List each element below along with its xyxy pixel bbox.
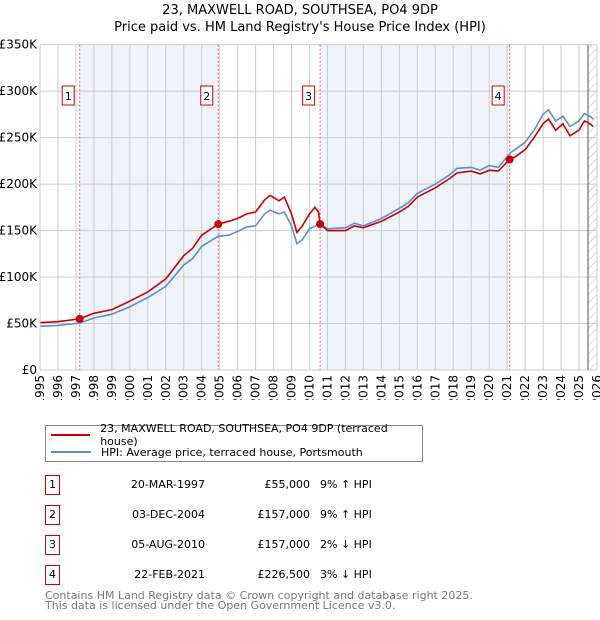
legend-swatch-property: [51, 434, 91, 436]
x-tick-label: 2013: [356, 375, 370, 400]
y-tick-label: £100K: [0, 270, 38, 284]
sale-label-box: [302, 85, 316, 106]
x-tick-label: 2023: [536, 375, 550, 400]
sale-number-badge: 1: [45, 475, 60, 495]
table-row: 1 20-MAR-1997 £55,000 9% ↑ HPI: [45, 475, 465, 495]
sale-number-badge: 2: [45, 505, 60, 525]
x-tick-label: 2008: [267, 375, 281, 400]
sale-date: 05-AUG-2010: [131, 538, 205, 551]
sale-label: 3: [305, 90, 312, 103]
sale-number-badge: 3: [45, 535, 60, 555]
sale-period-band: [79, 44, 219, 370]
sale-price: £157,000: [257, 538, 311, 551]
x-tick-label: 2019: [464, 375, 478, 400]
sale-price: £55,000: [264, 478, 311, 491]
x-tick-label: 2010: [303, 375, 317, 400]
table-row: 3 05-AUG-2010 £157,000 2% ↓ HPI: [45, 535, 465, 555]
x-tick-label: 2000: [123, 375, 137, 400]
x-tick-label: 2005: [213, 375, 227, 400]
x-tick-label: 2011: [320, 375, 334, 400]
x-tick-label: 2007: [249, 375, 263, 400]
table-row: 4 22-FEB-2021 £226,500 3% ↓ HPI: [45, 565, 465, 585]
forecast-hatch: [588, 44, 597, 370]
y-tick-label: £200K: [0, 177, 38, 191]
chart-subtitle: Price paid vs. HM Land Registry's House …: [114, 20, 486, 35]
legend-swatch-hpi: [51, 451, 91, 453]
y-tick-label: £150K: [0, 224, 38, 238]
x-tick-label: 2022: [518, 375, 532, 400]
legend: 23, MAXWELL ROAD, SOUTHSEA, PO4 9DP (ter…: [45, 422, 423, 462]
sale-point: [214, 220, 223, 229]
sale-label-box: [491, 85, 505, 106]
footer-licence: This data is licensed under the Open Gov…: [45, 599, 396, 612]
x-tick-label: 2021: [500, 375, 514, 400]
x-tick-label: 2006: [231, 375, 245, 400]
x-tick-label: 1999: [105, 375, 119, 400]
table-row: 2 03-DEC-2004 £157,000 9% ↑ HPI: [45, 505, 465, 525]
x-tick-label: 1998: [87, 375, 101, 400]
x-tick-label: 2017: [428, 375, 442, 400]
sale-date: 20-MAR-1997: [130, 478, 205, 491]
sale-label: 4: [495, 90, 502, 103]
x-tick-label: 2012: [338, 375, 352, 400]
x-tick-label: 2020: [482, 375, 496, 400]
x-tick-label: 2004: [195, 375, 209, 400]
legend-item-property: 23, MAXWELL ROAD, SOUTHSEA, PO4 9DP (ter…: [51, 422, 422, 448]
sale-date: 22-FEB-2021: [134, 568, 205, 581]
legend-label: 23, MAXWELL ROAD, SOUTHSEA, PO4 9DP (ter…: [100, 422, 388, 448]
x-tick-label: 1996: [51, 375, 65, 400]
footer-copyright: Contains HM Land Registry data © Crown c…: [45, 589, 473, 602]
hpi-diff: 9% ↑ HPI: [320, 508, 372, 521]
y-tick-label: £350K: [0, 38, 38, 52]
hpi-diff: 3% ↓ HPI: [320, 568, 372, 581]
y-tick-label: £0: [22, 363, 37, 377]
x-tick-label: 2016: [410, 375, 424, 400]
x-tick-label: 2025: [572, 375, 586, 400]
chart-title: 23, MAXWELL ROAD, SOUTHSEA, PO4 9DP: [162, 3, 438, 18]
sale-date: 03-DEC-2004: [131, 508, 205, 521]
sale-label: 2: [203, 90, 210, 103]
x-tick-label: 2018: [446, 375, 460, 400]
sale-label: 1: [65, 90, 72, 103]
x-tick-label: 2003: [177, 375, 191, 400]
legend-item-hpi: HPI: Average price, terraced house, Port…: [51, 444, 363, 460]
x-tick-label: 2024: [554, 375, 568, 400]
x-tick-label: 1995: [33, 375, 47, 400]
x-tick-label: 1997: [69, 375, 83, 400]
sale-price: £157,000: [257, 508, 311, 521]
x-tick-label: 2002: [159, 375, 173, 400]
sale-point: [75, 314, 84, 323]
x-tick-label: 2001: [141, 375, 155, 400]
price-chart: £0 £50K £100K £150K £200K £250K £300K £350K 1995…: [0, 38, 600, 400]
sale-point: [505, 155, 514, 164]
y-tick-label: £300K: [0, 84, 38, 98]
sale-period-band: [320, 44, 510, 370]
hpi-diff: 2% ↓ HPI: [320, 538, 372, 551]
sale-point: [316, 220, 325, 229]
sale-price: £226,500: [257, 568, 311, 581]
sale-label-box: [61, 85, 75, 106]
y-tick-label: £250K: [0, 131, 38, 145]
sale-label-box: [200, 85, 214, 106]
x-tick-label: 2026: [590, 375, 600, 400]
x-tick-label: 2009: [285, 375, 299, 400]
hpi-diff: 9% ↑ HPI: [320, 478, 372, 491]
x-tick-label: 2014: [374, 375, 388, 400]
legend-label: HPI: Average price, terraced house, Port…: [101, 445, 363, 459]
x-tick-label: 2015: [392, 375, 406, 400]
y-tick-label: £50K: [6, 317, 38, 331]
sale-number-badge: 4: [45, 565, 60, 585]
property-price-line: [39, 117, 594, 324]
hpi-line: [39, 108, 594, 328]
